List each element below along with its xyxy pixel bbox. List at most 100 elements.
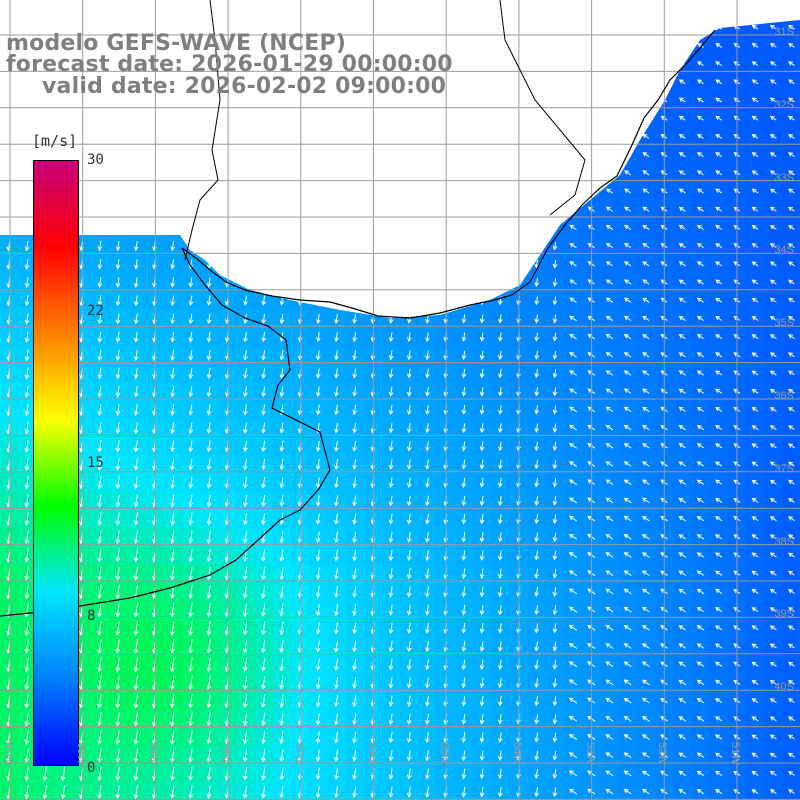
wind-arrow bbox=[769, 497, 777, 503]
wind-arrow bbox=[788, 79, 795, 85]
wind-arrow bbox=[279, 712, 285, 726]
wind-arrow bbox=[43, 23, 48, 32]
wind-arrow bbox=[206, 114, 212, 124]
wind-arrow bbox=[479, 695, 485, 707]
wind-arrow bbox=[261, 712, 266, 727]
wind-arrow bbox=[133, 367, 139, 380]
wind-arrow bbox=[24, 421, 30, 435]
colorbar-tick-8: 8 bbox=[87, 608, 96, 624]
wind-arrow bbox=[188, 512, 194, 526]
wind-arrow bbox=[479, 386, 485, 397]
wind-arrow bbox=[479, 641, 485, 652]
wind-arrow bbox=[678, 388, 686, 394]
wind-arrow bbox=[769, 315, 777, 321]
wind-arrow bbox=[97, 584, 102, 600]
wind-arrow bbox=[352, 23, 358, 32]
wind-arrow bbox=[279, 658, 284, 672]
wind-arrow bbox=[696, 534, 705, 540]
wind-arrow bbox=[170, 331, 175, 343]
wind-arrow bbox=[261, 422, 266, 434]
wind-arrow bbox=[261, 132, 267, 142]
wind-arrow bbox=[406, 350, 412, 361]
wind-arrow bbox=[552, 696, 558, 707]
wind-arrow bbox=[714, 788, 723, 795]
wind-arrow bbox=[552, 750, 558, 761]
wind-arrow bbox=[534, 768, 540, 780]
wind-arrow bbox=[352, 223, 358, 233]
wind-arrow bbox=[315, 603, 321, 617]
wind-arrow bbox=[406, 531, 412, 543]
wind-arrow bbox=[115, 602, 121, 618]
wind-arrow bbox=[696, 388, 705, 394]
wind-arrow bbox=[788, 534, 795, 540]
wind-arrow bbox=[406, 695, 412, 707]
wind-arrow bbox=[715, 79, 722, 85]
wind-arrow bbox=[425, 441, 430, 452]
wind-arrow bbox=[697, 79, 704, 85]
wind-arrow bbox=[388, 677, 394, 689]
wind-arrow bbox=[788, 297, 795, 303]
wind-arrow bbox=[697, 43, 704, 48]
wind-arrow bbox=[788, 134, 795, 139]
wind-arrow bbox=[751, 279, 759, 285]
wind-arrow bbox=[569, 115, 577, 121]
wind-arrow bbox=[43, 59, 48, 69]
wind-arrow bbox=[461, 42, 467, 50]
wind-arrow bbox=[568, 624, 578, 631]
wind-arrow bbox=[115, 186, 121, 197]
wind-arrow bbox=[334, 549, 339, 562]
wind-arrow bbox=[279, 694, 285, 708]
wind-arrow bbox=[552, 732, 558, 743]
wind-arrow bbox=[334, 731, 339, 744]
wind-arrow bbox=[261, 205, 267, 215]
wind-arrow bbox=[769, 625, 777, 631]
wind-arrow bbox=[605, 261, 614, 267]
wind-arrow bbox=[788, 643, 795, 649]
wind-arrow bbox=[623, 279, 632, 285]
wind-arrow bbox=[206, 657, 212, 673]
wind-arrow bbox=[243, 223, 248, 233]
wind-arrow bbox=[788, 497, 795, 503]
wind-arrow bbox=[751, 679, 759, 685]
wind-arrow bbox=[242, 531, 248, 544]
wind-arrow bbox=[715, 243, 723, 249]
wind-arrow bbox=[24, 711, 30, 727]
wind-arrow bbox=[479, 768, 485, 780]
wind-arrow bbox=[24, 494, 30, 508]
wind-arrow bbox=[188, 675, 193, 691]
wind-arrow bbox=[407, 96, 412, 105]
wind-arrow bbox=[242, 657, 248, 672]
wind-arrow bbox=[751, 443, 759, 449]
wind-arrow bbox=[642, 243, 650, 249]
wind-arrow bbox=[605, 643, 614, 649]
wind-arrow bbox=[751, 388, 759, 394]
wind-arrow bbox=[461, 550, 467, 561]
wind-arrow bbox=[24, 258, 30, 270]
wind-arrow bbox=[788, 625, 795, 631]
wind-arrow bbox=[479, 586, 485, 598]
wind-arrow bbox=[97, 748, 102, 764]
wind-arrow bbox=[206, 712, 212, 727]
wind-arrow bbox=[406, 495, 412, 507]
wind-arrow bbox=[751, 570, 759, 576]
wind-arrow bbox=[534, 677, 540, 689]
wind-arrow bbox=[479, 259, 485, 269]
wind-arrow bbox=[751, 334, 759, 340]
wind-arrow bbox=[188, 566, 193, 581]
lon-label: 60W bbox=[74, 742, 87, 765]
wind-arrow bbox=[552, 605, 558, 616]
wind-arrow bbox=[425, 187, 430, 196]
wind-arrow bbox=[388, 477, 394, 489]
wind-arrow bbox=[479, 495, 485, 507]
wind-arrow bbox=[788, 352, 795, 358]
wind-arrow bbox=[605, 406, 614, 413]
wind-arrow bbox=[641, 497, 650, 504]
wind-arrow bbox=[24, 657, 30, 673]
wind-arrow bbox=[606, 6, 613, 12]
wind-arrow bbox=[188, 204, 194, 215]
wind-arrow bbox=[715, 334, 723, 340]
wind-arrow bbox=[388, 295, 394, 306]
wind-arrow bbox=[133, 730, 139, 745]
wind-arrow bbox=[352, 187, 358, 197]
wind-arrow bbox=[568, 661, 578, 668]
